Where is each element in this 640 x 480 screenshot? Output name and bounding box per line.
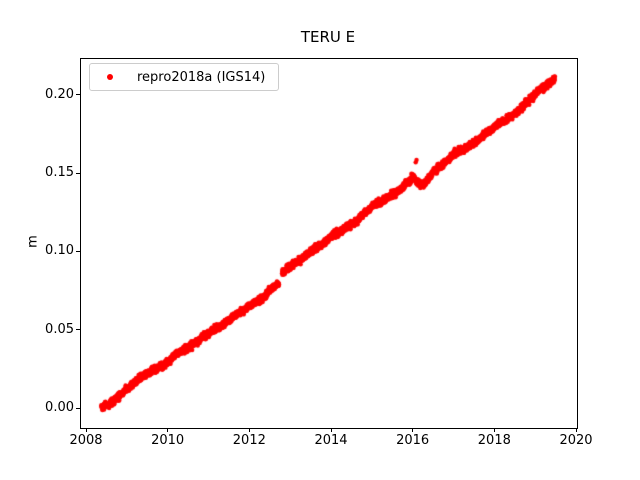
y-tick-label: 0.20: [45, 86, 74, 102]
x-tick-mark: [575, 428, 577, 432]
x-tick-mark: [412, 428, 414, 432]
x-tick-mark: [493, 428, 495, 432]
y-tick-label: 0.15: [45, 165, 74, 181]
legend-label: repro2018a (IGS14): [137, 69, 266, 85]
x-tick-label: 2014: [314, 433, 348, 448]
chart-title: TERU E: [300, 28, 356, 46]
x-tick-label: 2012: [232, 433, 266, 448]
x-tick-mark: [85, 428, 87, 432]
scatter-canvas: [81, 59, 577, 428]
x-tick-mark: [248, 428, 250, 432]
y-tick-mark: [76, 94, 80, 96]
x-tick-label: 2010: [151, 433, 185, 448]
x-tick-label: 2008: [69, 433, 103, 448]
y-tick-mark: [76, 407, 80, 409]
x-tick-mark: [167, 428, 169, 432]
x-tick-label: 2020: [559, 433, 593, 448]
y-tick-mark: [76, 250, 80, 252]
plot-area: repro2018a (IGS14): [80, 58, 578, 429]
y-tick-mark: [76, 172, 80, 174]
y-tick-label: 0.05: [45, 321, 74, 337]
x-tick-mark: [330, 428, 332, 432]
y-tick-mark: [76, 329, 80, 331]
y-tick-label: 0.10: [45, 243, 74, 259]
x-tick-label: 2016: [396, 433, 430, 448]
x-tick-label: 2018: [477, 433, 511, 448]
legend: repro2018a (IGS14): [89, 63, 279, 91]
legend-marker-dot: [107, 74, 113, 80]
y-tick-label: 0.00: [45, 400, 74, 416]
